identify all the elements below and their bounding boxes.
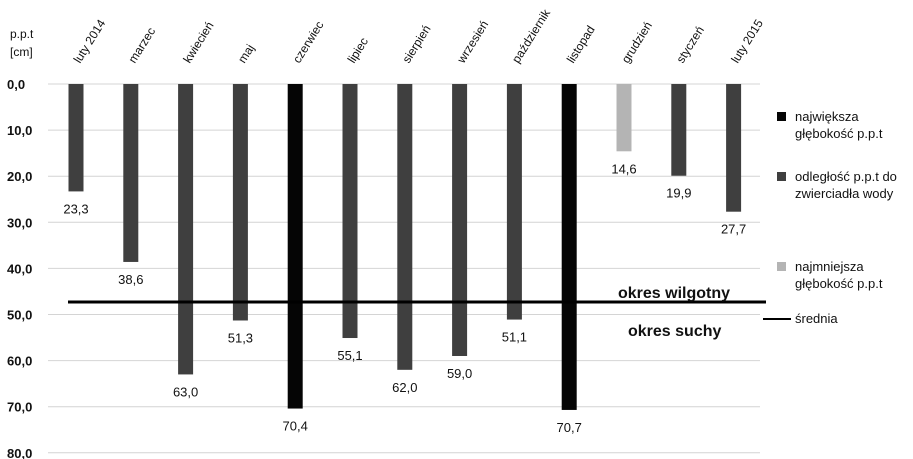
bar-11 — [616, 84, 632, 152]
value-label: 14,6 — [611, 161, 636, 176]
category-label: październik — [509, 6, 554, 66]
bar-5 — [287, 84, 303, 409]
legend-item-min: najmniejsza głębokość p.p.t — [775, 258, 910, 298]
category-label: czerwiec — [290, 19, 327, 66]
legend-label-min: najmniejsza głębokość p.p.t — [795, 259, 883, 291]
value-label: 38,6 — [118, 272, 143, 287]
category-label: marzec — [125, 25, 158, 66]
bar-10 — [561, 84, 577, 410]
annotation-wet-period: okres wilgotny — [618, 285, 730, 302]
value-label: 23,3 — [63, 201, 88, 216]
bar-4 — [232, 84, 248, 321]
y-tick-label: 0,0 — [7, 77, 25, 92]
y-tick-label: 50,0 — [7, 308, 32, 323]
legend: największa głębokość p.p.t odległość p.p… — [763, 108, 910, 327]
value-label: 63,0 — [173, 384, 198, 399]
category-label: grudzień — [619, 19, 655, 65]
category-labels: luty 2014 marzec kwiecień maj czerwiec lipiec… — [71, 6, 766, 67]
legend-label-mean: średnia — [795, 311, 838, 326]
value-label: 55,1 — [337, 348, 362, 363]
bar-7 — [397, 84, 413, 370]
category-label: sierpień — [399, 23, 433, 66]
value-label: 27,7 — [721, 222, 746, 237]
y-axis-title-line-2: [cm] — [10, 45, 33, 59]
value-label: 59,0 — [447, 366, 472, 381]
y-tick-label: 80,0 — [7, 446, 32, 459]
bar-3 — [178, 84, 194, 375]
y-tick-label: 70,0 — [7, 400, 32, 415]
y-tick-label: 60,0 — [7, 354, 32, 369]
value-label: 70,4 — [283, 419, 308, 434]
legend-item-max: największa głębokość p.p.t — [775, 108, 910, 148]
y-tick-label: 40,0 — [7, 261, 32, 276]
category-label: lipiec — [345, 35, 371, 66]
annotation-dry-period: okres suchy — [628, 323, 721, 340]
category-label: kwiecień — [180, 19, 216, 65]
legend-swatch-mid — [777, 172, 786, 181]
category-label: styczeń — [673, 24, 706, 66]
legend-item-mid: odległość p.p.t do zwierciadła wody — [775, 168, 910, 228]
bar-12 — [671, 84, 687, 176]
bar-13 — [726, 84, 742, 212]
value-label: 51,3 — [228, 330, 253, 345]
value-labels: 23,3 38,6 63,0 51,3 70,4 55,1 62,0 59,0 51,1 70,7… — [63, 161, 746, 435]
legend-swatch-min — [777, 262, 786, 271]
legend-swatch-mean-line — [763, 318, 791, 320]
value-label: 62,0 — [392, 380, 417, 395]
legend-item-mean: średnia — [763, 310, 898, 327]
y-tick-label: 10,0 — [7, 123, 32, 138]
y-tick-label: 30,0 — [7, 215, 32, 230]
category-label: luty 2014 — [71, 17, 109, 66]
category-label: luty 2015 — [728, 17, 766, 66]
bar-2 — [123, 84, 139, 262]
y-axis-tick-labels: 0,0 10,0 20,0 30,0 40,0 50,0 60,0 70,0 80,0 — [7, 77, 32, 459]
bar-1 — [68, 84, 84, 192]
value-label: 19,9 — [666, 186, 691, 201]
legend-swatch-max — [777, 112, 786, 121]
bar-6 — [342, 84, 358, 339]
legend-label-max: największa głębokość p.p.t — [795, 109, 883, 141]
y-axis-title-line-1: p.p.t — [10, 27, 34, 41]
category-label: listopad — [564, 23, 598, 66]
bar-8 — [452, 84, 468, 356]
legend-label-mid: odległość p.p.t do zwierciadła wody — [795, 169, 897, 201]
value-label: 70,7 — [557, 420, 582, 435]
value-label: 51,1 — [502, 330, 527, 345]
category-label: maj — [235, 42, 257, 66]
y-tick-label: 20,0 — [7, 169, 32, 184]
category-label: wrzesień — [454, 18, 491, 66]
bar-9 — [506, 84, 522, 320]
bars — [68, 84, 742, 410]
